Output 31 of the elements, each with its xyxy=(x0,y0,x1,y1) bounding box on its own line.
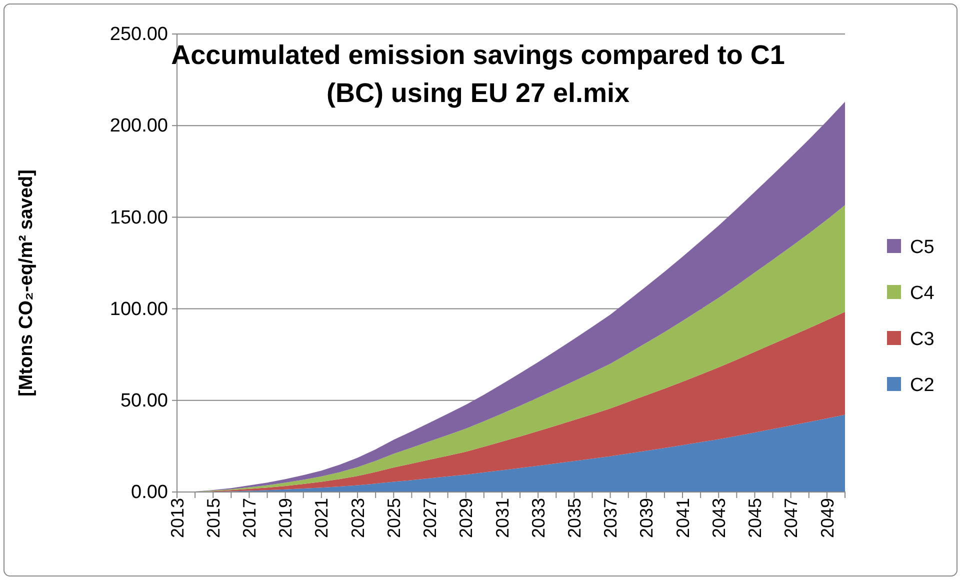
x-tick-label: 2013 xyxy=(167,498,188,538)
legend-label: C5 xyxy=(910,237,934,258)
x-tick-label: 2041 xyxy=(672,498,693,538)
y-tick-label: 200.00 xyxy=(110,116,168,137)
x-tick-label: 2017 xyxy=(240,498,260,538)
y-tick-label: 50.00 xyxy=(120,390,168,412)
x-tick-label: 2029 xyxy=(456,498,476,538)
legend-label: C3 xyxy=(910,329,934,350)
x-tick-label: 2023 xyxy=(348,498,368,538)
y-tick-label: 250.00 xyxy=(110,24,168,46)
text: Accumulated emission savings compared to C1 (BC) using EU 27 el.mix xyxy=(171,40,785,108)
x-tick-label: 2021 xyxy=(312,498,332,538)
x-tick-label: 2037 xyxy=(600,498,621,538)
legend-label: C2 xyxy=(910,375,934,396)
x-tick-label: 2049 xyxy=(817,498,838,538)
x-tick-label: 2031 xyxy=(492,498,512,538)
legend-label: C4 xyxy=(910,283,935,304)
x-tick-label: 2039 xyxy=(636,498,657,538)
x-tick-label: 2043 xyxy=(708,498,729,538)
y-tick-label: 0.00 xyxy=(131,482,168,504)
x-tick-label: 2015 xyxy=(203,498,224,538)
x-tick-label: 2025 xyxy=(384,498,404,538)
x-tick-label: 2033 xyxy=(528,498,548,538)
y-tick-label: 150.00 xyxy=(110,207,168,228)
x-tick-label: 2035 xyxy=(564,498,584,538)
x-tick-label: 2045 xyxy=(745,498,766,538)
x-tick-label: 2019 xyxy=(276,498,296,538)
x-tick-label: 2047 xyxy=(781,498,802,538)
x-tick-label: 2027 xyxy=(420,498,440,538)
y-tick-label: 100.00 xyxy=(110,298,168,320)
y-axis-title: [Mtons CO₂-eq/m² saved] xyxy=(16,170,37,396)
